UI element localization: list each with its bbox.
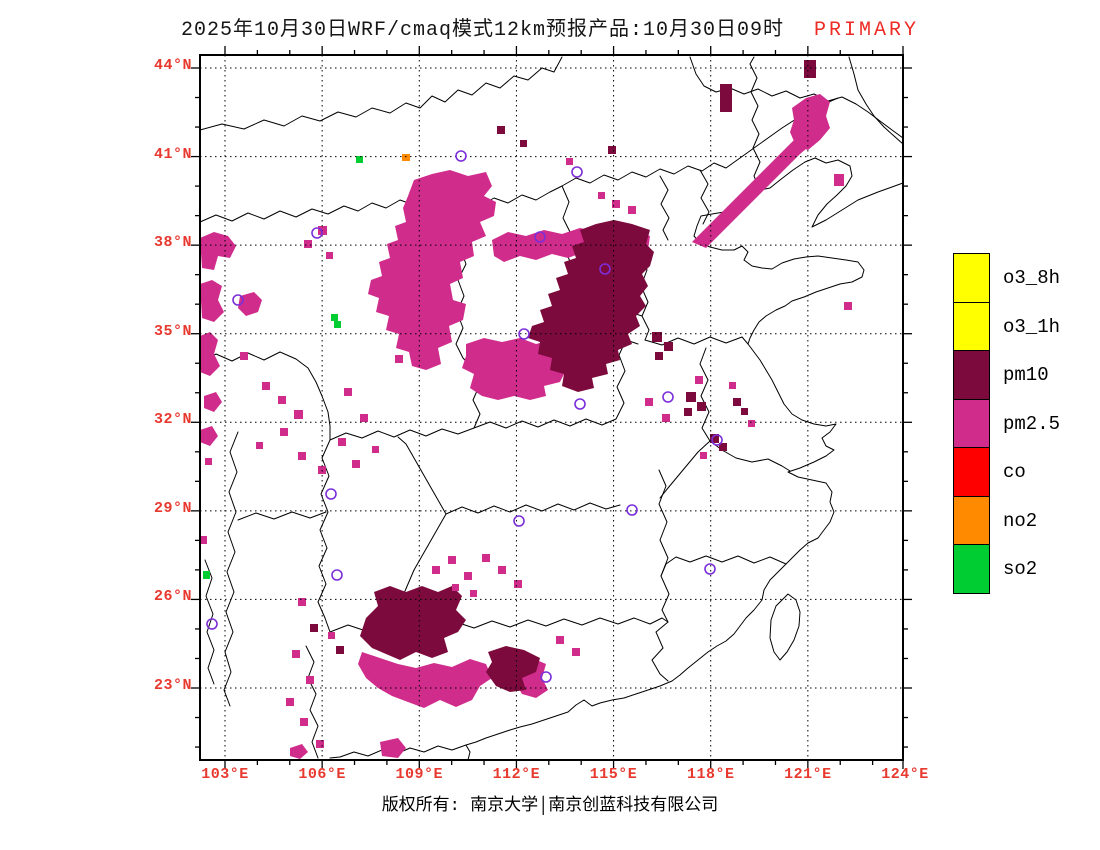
legend: o3_8h o3_1h pm10 pm2.5 co no2 so2 bbox=[953, 253, 1060, 594]
legend-swatch bbox=[953, 350, 990, 400]
legend-item: pm10 bbox=[953, 350, 1060, 400]
x-axis-tick-label: 115°E bbox=[589, 766, 638, 783]
pollution-grid-cells bbox=[200, 60, 852, 748]
legend-item: no2 bbox=[953, 495, 1060, 546]
legend-label: o3_8h bbox=[1003, 267, 1061, 289]
x-axis-tick-label: 118°E bbox=[686, 766, 735, 783]
lat-lon-gridlines bbox=[200, 55, 903, 760]
legend-swatch bbox=[953, 301, 990, 352]
plot-title: 2025年10月30日WRF/cmaq模式12km预报产品:10月30日09时 P… bbox=[0, 12, 1100, 42]
y-axis-tick-label: 41°N bbox=[153, 145, 192, 163]
x-axis-tick-label: 112°E bbox=[492, 766, 541, 783]
pm25-patch bbox=[200, 332, 220, 376]
legend-item: co bbox=[953, 447, 1060, 497]
legend-swatch bbox=[953, 544, 990, 594]
station-markers bbox=[206, 150, 723, 683]
x-axis-tick-label: 124°E bbox=[881, 766, 929, 783]
legend-item: pm2.5 bbox=[953, 398, 1061, 449]
y-axis-tick-label: 35°N bbox=[153, 322, 192, 340]
pm25-patch bbox=[204, 392, 222, 412]
legend-item: so2 bbox=[953, 544, 1060, 594]
province-boundaries bbox=[199, 56, 904, 761]
legend-label: pm10 bbox=[1003, 364, 1049, 386]
legend-item: o3_8h bbox=[953, 253, 1060, 303]
pm10-patch bbox=[528, 220, 654, 392]
y-axis-tick-label: 26°N bbox=[153, 588, 192, 606]
legend-swatch bbox=[953, 398, 990, 449]
pm25-patch bbox=[290, 744, 308, 759]
legend-label: no2 bbox=[1003, 509, 1038, 532]
pm25-patch bbox=[380, 738, 406, 758]
legend-swatch bbox=[953, 495, 990, 546]
x-axis-tick-label: 121°E bbox=[784, 766, 832, 783]
legend-item: o3_1h bbox=[953, 301, 1061, 352]
pm10-patch bbox=[486, 646, 540, 692]
y-axis-tick-label: 44°N bbox=[153, 57, 192, 74]
y-axis-tick-label: 32°N bbox=[153, 411, 192, 429]
y-axis-tick-label: 29°N bbox=[153, 499, 192, 517]
legend-swatch bbox=[953, 253, 990, 303]
x-axis-tick-label: 103°E bbox=[201, 766, 249, 783]
legend-label: pm2.5 bbox=[1003, 412, 1061, 435]
title-primary-tag: PRIMARY bbox=[814, 19, 920, 42]
y-axis-tick-label: 23°N bbox=[153, 677, 192, 694]
pm25-patch bbox=[358, 652, 492, 708]
pm25-patch bbox=[200, 232, 236, 270]
pollution-patches bbox=[200, 94, 830, 759]
x-axis-tick-label: 109°E bbox=[395, 766, 444, 783]
pm25-patch bbox=[200, 280, 224, 322]
axis-ticks bbox=[191, 46, 912, 769]
pm25-patch bbox=[368, 170, 496, 370]
legend-label: co bbox=[1003, 461, 1026, 483]
pm25-patch bbox=[238, 292, 262, 316]
taiwan-island bbox=[769, 593, 801, 661]
pm10-patch bbox=[360, 586, 466, 660]
y-axis-tick-label: 38°N bbox=[153, 234, 192, 252]
copyright: 版权所有: 南京大学│南京创蓝科技有限公司 bbox=[381, 797, 719, 816]
legend-label: so2 bbox=[1003, 558, 1038, 580]
pm25-patch bbox=[692, 128, 818, 248]
map-frame bbox=[199, 54, 904, 761]
title-main: 2025年10月30日WRF/cmaq模式12km预报产品:10月30日09时 bbox=[180, 19, 785, 42]
legend-label: o3_1h bbox=[1003, 315, 1061, 338]
pm25-patch bbox=[200, 426, 218, 446]
pm25-patch bbox=[790, 94, 830, 150]
legend-swatch bbox=[953, 447, 990, 497]
x-axis-tick-label: 106°E bbox=[298, 766, 346, 783]
